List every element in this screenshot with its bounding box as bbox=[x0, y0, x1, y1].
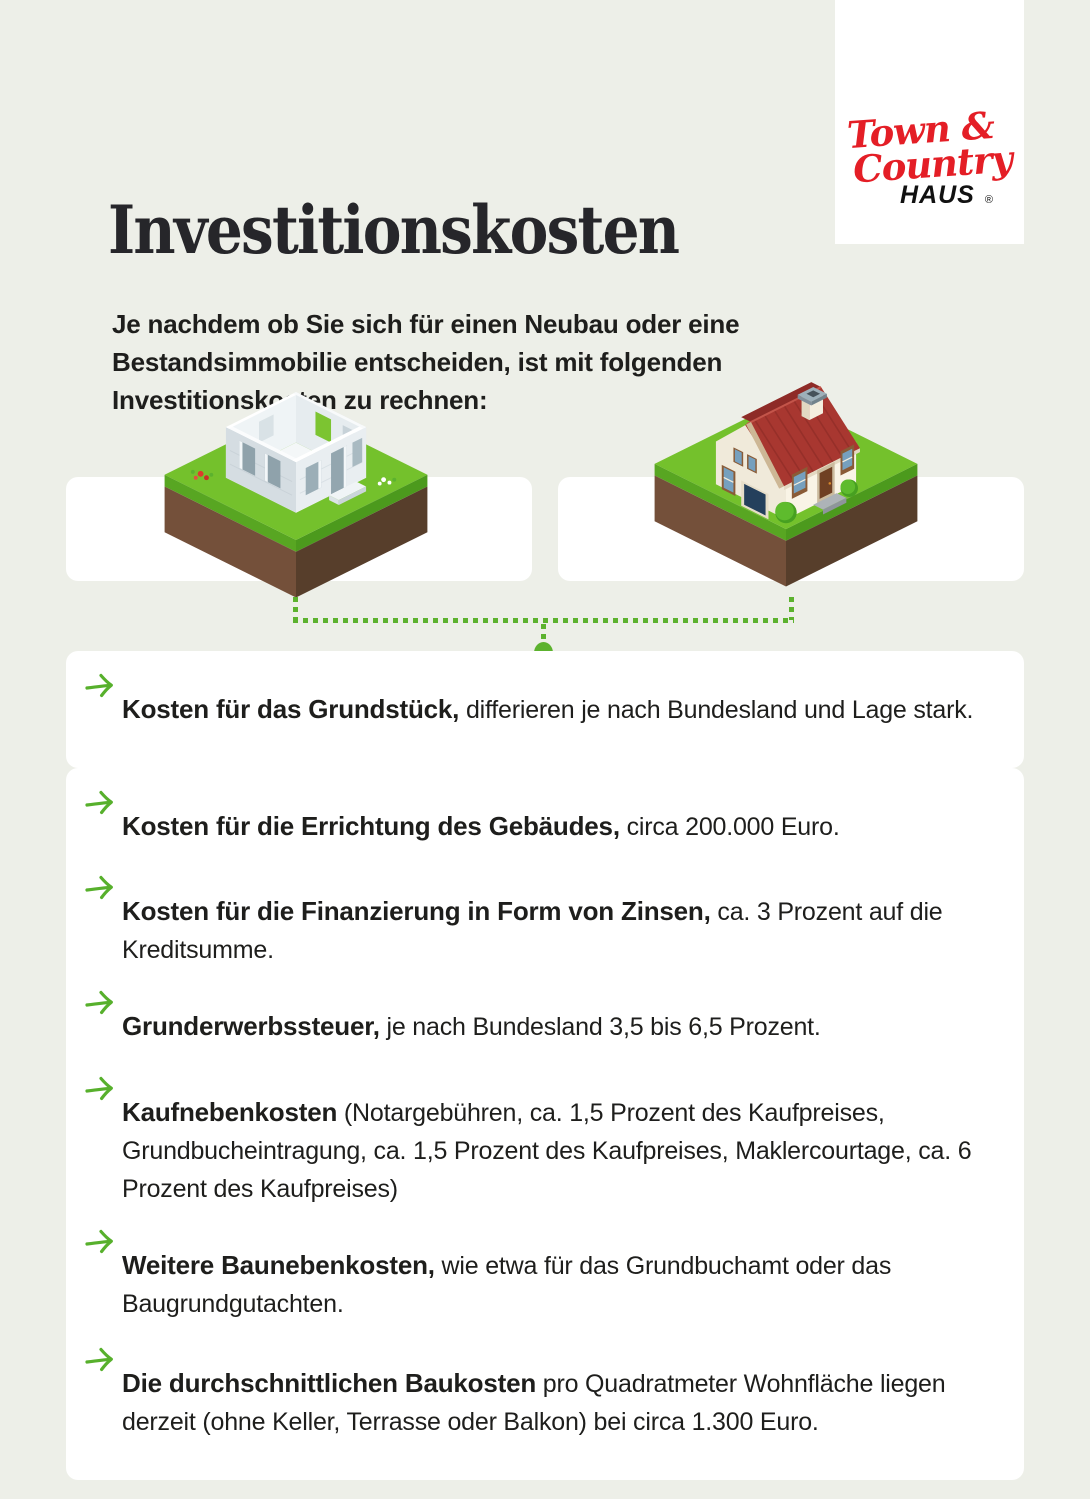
green-arrow-right-icon bbox=[66, 867, 122, 907]
registered-trademark-icon: ® bbox=[984, 194, 993, 206]
connector-right-vertical-dotted-line bbox=[789, 597, 794, 620]
cost-item-baukosten: Die durchschnittlichen Baukosten pro Qua… bbox=[66, 1325, 1024, 1480]
green-arrow-right-icon bbox=[66, 982, 122, 1022]
intro-text: Je nachdem ob Sie sich für einen Neubau … bbox=[112, 309, 740, 415]
connector-horizontal-dotted-line bbox=[293, 618, 794, 623]
green-arrow-right-icon bbox=[66, 1221, 122, 1261]
finished-house-icon bbox=[654, 382, 918, 587]
town-country-logo: Town & Country HAUS ® bbox=[835, 0, 1024, 244]
green-arrow-right-icon bbox=[66, 782, 122, 822]
page-title: Investitionskosten bbox=[108, 191, 680, 270]
construction-shell-house-illustration bbox=[150, 392, 442, 616]
green-arrow-right-icon bbox=[66, 1339, 122, 1379]
green-arrow-right-icon bbox=[66, 1068, 122, 1108]
cost-item-grundstueck: Kosten für das Grundstück, differieren j… bbox=[66, 651, 1024, 768]
cost-item-text: Die durchschnittlichen Baukosten pro Qua… bbox=[122, 1368, 946, 1436]
green-arrow-right-icon bbox=[66, 665, 122, 705]
cost-item-text: Grunderwerbssteuer, je nach Bundesland 3… bbox=[122, 1011, 821, 1041]
cost-item-text: Kosten für das Grundstück, differieren j… bbox=[122, 694, 974, 724]
cost-item-text: Weitere Baunebenkosten, wie etwa für das… bbox=[122, 1250, 892, 1318]
connector-middle-vertical-dotted-line bbox=[541, 624, 546, 646]
cost-item-text: Kosten für die Errichtung des Gebäudes, … bbox=[122, 811, 840, 841]
construction-shell-house-icon bbox=[164, 392, 428, 598]
logo-haus-text: HAUS bbox=[900, 181, 975, 209]
logo-country-text: Country bbox=[851, 136, 1014, 192]
connector-left-vertical-dotted-line bbox=[293, 597, 298, 620]
finished-house-illustration bbox=[640, 378, 932, 613]
cost-item-text: Kosten für die Finanzierung in Form von … bbox=[122, 896, 943, 964]
cost-item-text: Kaufnebenkosten (Notargebühren, ca. 1,5 … bbox=[122, 1097, 972, 1203]
